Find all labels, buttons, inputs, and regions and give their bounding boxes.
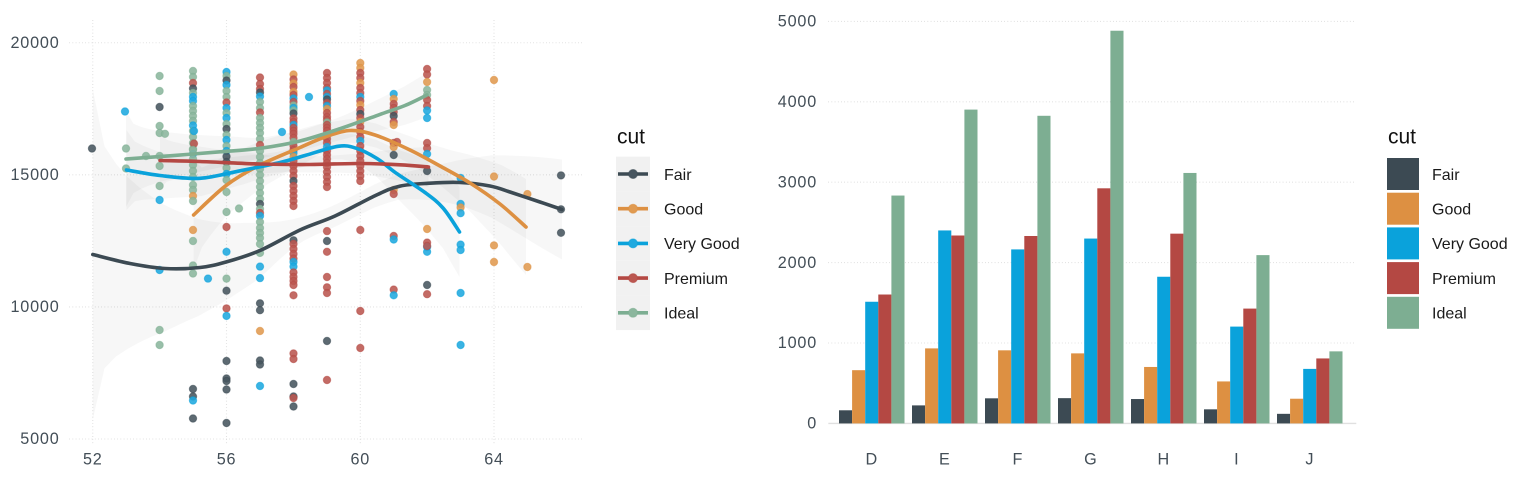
svg-text:E: E [939, 450, 951, 468]
svg-text:Good: Good [1432, 202, 1471, 219]
svg-text:Ideal: Ideal [1432, 306, 1467, 323]
svg-text:10000: 10000 [10, 298, 59, 316]
svg-text:Premium: Premium [664, 271, 728, 288]
svg-text:Good: Good [664, 202, 703, 219]
svg-text:G: G [1084, 450, 1097, 468]
svg-text:Fair: Fair [664, 167, 692, 184]
svg-text:F: F [1012, 450, 1023, 468]
svg-text:52: 52 [83, 450, 103, 468]
svg-text:cut: cut [617, 126, 645, 149]
svg-text:I: I [1234, 450, 1239, 468]
svg-text:2000: 2000 [778, 254, 817, 272]
svg-text:Very Good: Very Good [664, 236, 740, 253]
svg-text:H: H [1158, 450, 1171, 468]
svg-text:60: 60 [350, 450, 370, 468]
svg-text:15000: 15000 [10, 166, 59, 184]
svg-text:cut: cut [1388, 126, 1416, 149]
svg-text:20000: 20000 [10, 34, 59, 52]
svg-text:64: 64 [484, 450, 504, 468]
svg-text:Fair: Fair [1432, 167, 1460, 184]
svg-text:D: D [866, 450, 879, 468]
svg-text:4000: 4000 [778, 93, 817, 111]
svg-text:J: J [1305, 450, 1314, 468]
svg-text:56: 56 [217, 450, 237, 468]
svg-text:0: 0 [807, 415, 817, 433]
svg-text:5000: 5000 [20, 430, 59, 448]
svg-text:3000: 3000 [778, 173, 817, 191]
svg-text:5000: 5000 [778, 13, 817, 31]
svg-text:1000: 1000 [778, 334, 817, 352]
svg-text:Premium: Premium [1432, 271, 1496, 288]
svg-text:Ideal: Ideal [664, 306, 699, 323]
svg-text:Very Good: Very Good [1432, 236, 1508, 253]
